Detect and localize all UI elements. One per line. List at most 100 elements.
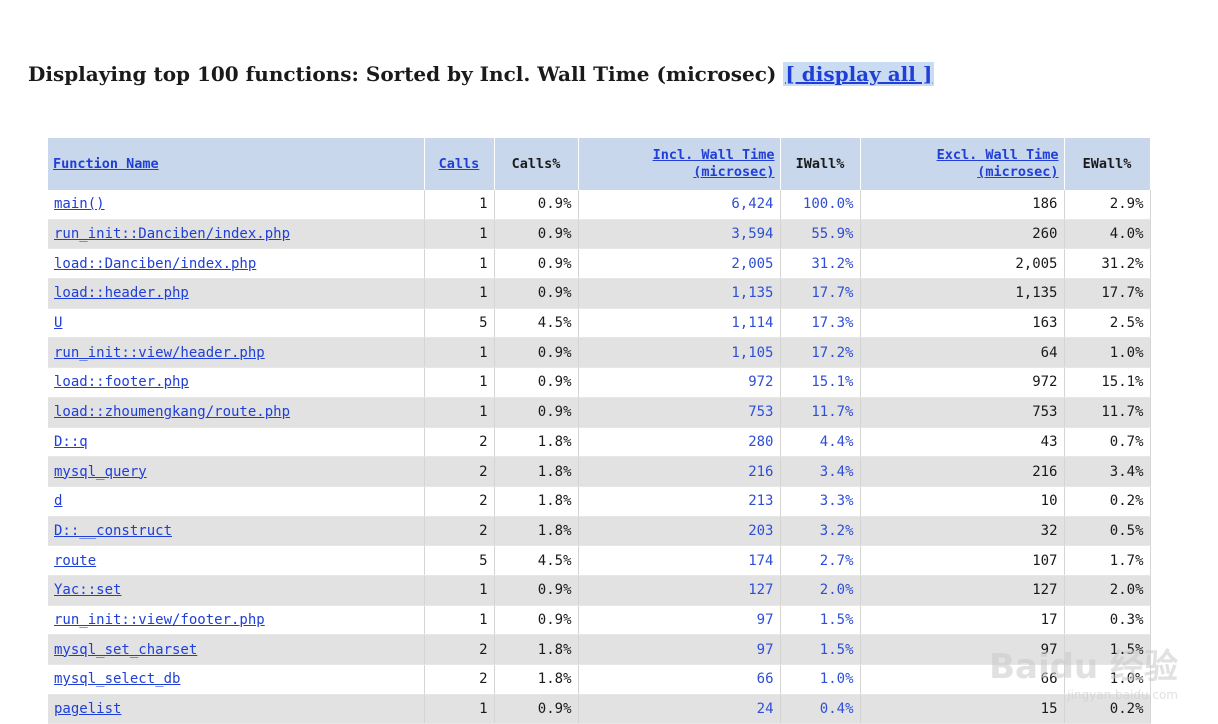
function-link[interactable]: run_init::view/footer.php: [54, 611, 265, 628]
function-link[interactable]: mysql_set_charset: [54, 641, 198, 658]
calls-cell: 5: [424, 545, 495, 576]
sort-calls-link[interactable]: Calls: [438, 155, 480, 172]
function-link[interactable]: D::q: [54, 433, 88, 450]
function-link[interactable]: run_init::view/header.php: [54, 344, 265, 361]
calls-pct-cell: 0.9%: [494, 605, 579, 636]
excl-wall-time-cell: 1,135: [860, 278, 1065, 309]
watermark-url: jingyan.baidu.com: [1067, 688, 1178, 702]
iwall-pct-cell: 0.4%: [780, 694, 861, 724]
incl-wall-time-cell: 2,005: [578, 248, 781, 280]
calls-pct-cell: 0.9%: [494, 337, 579, 369]
calls-pct-cell: 1.8%: [494, 456, 579, 487]
calls-cell: 2: [424, 427, 495, 458]
iwall-pct-cell: 55.9%: [780, 219, 861, 250]
heading-text: Displaying top 100 functions: Sorted by …: [28, 62, 777, 86]
excl-wall-time-cell: 216: [860, 456, 1065, 487]
calls-pct-cell: 0.9%: [494, 397, 579, 428]
incl-wall-time-cell: 972: [578, 367, 781, 398]
function-link[interactable]: U: [54, 315, 63, 332]
incl-wall-time-cell: 1,114: [578, 308, 781, 339]
incl-wall-time-cell: 66: [578, 664, 781, 695]
excl-wall-time-cell: 186: [860, 190, 1065, 220]
excl-wall-time-cell: 163: [860, 308, 1065, 339]
calls-pct-cell: 1.8%: [494, 664, 579, 695]
calls-cell: 1: [424, 248, 495, 280]
excl-wall-time-cell: 66: [860, 664, 1065, 695]
col-calls[interactable]: Calls: [424, 138, 495, 190]
excl-wall-time-cell: 260: [860, 219, 1065, 250]
function-link[interactable]: D::__construct: [54, 522, 173, 539]
col-incl-wall-time[interactable]: Incl. Wall Time (microsec): [578, 138, 781, 190]
function-link[interactable]: load::zhoumengkang/route.php: [54, 404, 291, 421]
table-row: run_init::view/footer.php 1 0.9% 97 1.5% 17 0.…: [48, 605, 1151, 636]
table-row: run_init::Danciben/index.php 1 0.9% 3,594 55…: [48, 219, 1151, 250]
ewall-pct-cell: 1.7%: [1064, 545, 1151, 576]
incl-wall-time-cell: 127: [578, 575, 781, 606]
function-link[interactable]: route: [54, 552, 97, 569]
function-link[interactable]: load::footer.php: [54, 374, 189, 391]
calls-cell: 1: [424, 337, 495, 369]
iwall-pct-cell: 11.7%: [780, 397, 861, 428]
function-name-cell: Yac::set: [48, 575, 425, 606]
function-name-cell: load::Danciben/index.php: [48, 248, 425, 280]
col-function-name[interactable]: Function Name: [48, 138, 425, 190]
incl-wall-time-cell: 280: [578, 427, 781, 458]
col-excl-wall-time[interactable]: Excl. Wall Time (microsec): [860, 138, 1065, 190]
function-name-cell: run_init::view/footer.php: [48, 605, 425, 636]
function-link[interactable]: Yac::set: [54, 582, 122, 599]
function-link[interactable]: main(): [54, 196, 105, 213]
iwall-pct-cell: 2.7%: [780, 545, 861, 576]
ewall-pct-cell: 11.7%: [1064, 397, 1151, 428]
iwall-pct-cell: 1.0%: [780, 664, 861, 695]
incl-wall-time-cell: 24: [578, 694, 781, 724]
function-link[interactable]: mysql_query: [54, 463, 147, 480]
col-calls-pct: Calls%: [494, 138, 579, 190]
calls-cell: 5: [424, 308, 495, 339]
table-row: D::__construct 2 1.8% 203 3.2% 32 0.5%: [48, 516, 1151, 547]
calls-pct-cell: 1.8%: [494, 486, 579, 517]
function-name-cell: mysql_select_db: [48, 664, 425, 695]
col-ewall-pct: EWall%: [1064, 138, 1151, 190]
incl-wall-time-cell: 213: [578, 486, 781, 517]
function-link[interactable]: load::Danciben/index.php: [54, 255, 257, 272]
table-row: load::footer.php 1 0.9% 972 15.1% 972 15.1%: [48, 367, 1151, 398]
ewall-pct-cell: 3.4%: [1064, 456, 1151, 487]
calls-cell: 1: [424, 694, 495, 724]
sort-incl-wall-time-link[interactable]: Incl. Wall Time (microsec): [652, 147, 775, 180]
sort-function-name-link[interactable]: Function Name: [53, 155, 159, 172]
calls-cell: 1: [424, 219, 495, 250]
iwall-pct-cell: 17.7%: [780, 278, 861, 309]
table-row: main() 1 0.9% 6,424 100.0% 186 2.9%: [48, 190, 1151, 220]
calls-pct-cell: 4.5%: [494, 545, 579, 576]
excl-wall-time-cell: 32: [860, 516, 1065, 547]
calls-cell: 1: [424, 397, 495, 428]
calls-cell: 2: [424, 516, 495, 547]
iwall-pct-cell: 3.2%: [780, 516, 861, 547]
iwall-pct-cell: 100.0%: [780, 190, 861, 220]
display-all-link[interactable]: [ display all ]: [783, 62, 935, 86]
ewall-pct-cell: 4.0%: [1064, 219, 1151, 250]
function-link[interactable]: pagelist: [54, 701, 122, 718]
function-link[interactable]: mysql_select_db: [54, 671, 181, 688]
calls-cell: 2: [424, 634, 495, 665]
iwall-pct-cell: 31.2%: [780, 248, 861, 280]
function-link[interactable]: run_init::Danciben/index.php: [54, 226, 291, 243]
function-link[interactable]: load::header.php: [54, 285, 189, 302]
iwall-pct-cell: 3.4%: [780, 456, 861, 487]
calls-cell: 1: [424, 605, 495, 636]
function-name-cell: d: [48, 486, 425, 517]
incl-wall-time-cell: 1,105: [578, 337, 781, 369]
calls-cell: 1: [424, 278, 495, 309]
table-row: mysql_query 2 1.8% 216 3.4% 216 3.4%: [48, 456, 1151, 487]
function-name-cell: route: [48, 545, 425, 576]
function-link[interactable]: d: [54, 493, 63, 510]
function-name-cell: mysql_set_charset: [48, 634, 425, 665]
table-row: route 5 4.5% 174 2.7% 107 1.7%: [48, 545, 1151, 576]
sort-excl-wall-time-link[interactable]: Excl. Wall Time (microsec): [936, 147, 1059, 180]
function-name-cell: load::footer.php: [48, 367, 425, 398]
function-name-cell: U: [48, 308, 425, 339]
calls-pct-cell: 0.9%: [494, 278, 579, 309]
function-name-cell: load::header.php: [48, 278, 425, 309]
ewall-pct-cell: 0.2%: [1064, 486, 1151, 517]
table-row: pagelist 1 0.9% 24 0.4% 15 0.2%: [48, 694, 1151, 724]
